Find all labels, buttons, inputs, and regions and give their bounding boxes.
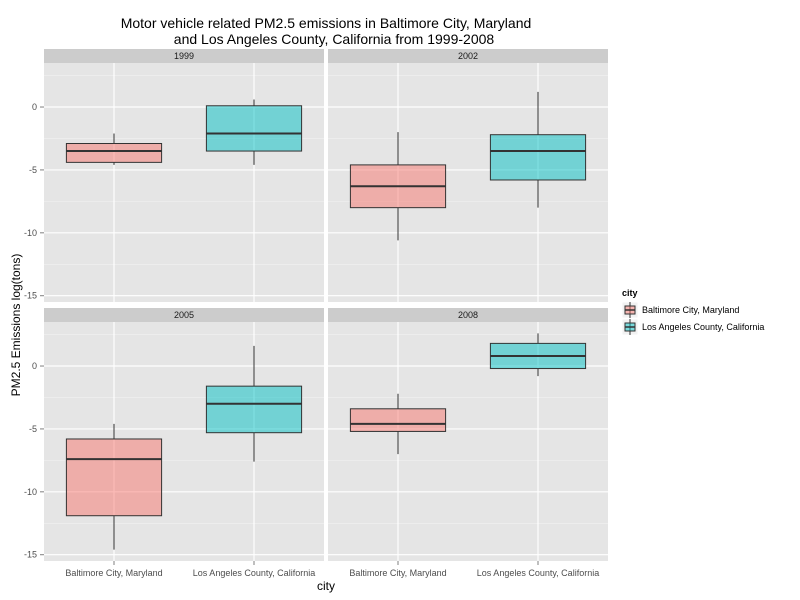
box-body (65, 438, 163, 517)
facet-panel-2008: 2008 Baltimore City, Maryland Los Angeles … (328, 308, 608, 578)
facet-panel-1999: 1999 0 -5 -10 -15 (24, 49, 324, 302)
chart-title-line-2: and Los Angeles County, California from … (174, 31, 495, 47)
x-tick-label: Baltimore City, Maryland (349, 568, 446, 578)
box-1 (205, 99, 303, 165)
legend-item: Los Angeles County, California (621, 318, 764, 336)
y-tick-label: 0 (32, 102, 37, 112)
y-tick-label: -5 (29, 165, 37, 175)
box-0 (349, 132, 447, 241)
y-tick-label: -15 (24, 291, 37, 301)
box-1 (205, 345, 303, 462)
box-body (205, 385, 303, 434)
box-body (65, 143, 163, 163)
box-0 (65, 423, 163, 550)
x-tick-label: Baltimore City, Maryland (65, 568, 162, 578)
facet-strip-label: 2005 (174, 310, 194, 320)
x-tick-label: Los Angeles County, California (477, 568, 599, 578)
y-tick-label: -10 (24, 228, 37, 238)
facet-strip (44, 49, 324, 63)
facet-panels: 1999 0 -5 -10 -15 2002 2005 0 -5 -10 -15 Baltimore … (24, 49, 608, 578)
legend-label: Los Angeles County, California (642, 322, 764, 332)
box-0 (349, 393, 447, 455)
box-1 (489, 91, 587, 208)
y-tick-label: -5 (29, 424, 37, 434)
facet-strip-label: 1999 (174, 51, 194, 61)
box-body (205, 105, 303, 152)
y-tick-label: 0 (32, 361, 37, 371)
facet-panel-2002: 2002 (328, 49, 608, 302)
y-tick-label: -10 (24, 487, 37, 497)
panel-background (44, 63, 324, 302)
box-body (489, 134, 587, 181)
facet-strip (328, 308, 608, 322)
box-0 (65, 133, 163, 165)
y-axis-title: PM2.5 Emissions log(tons) (9, 254, 23, 397)
legend-title: city (622, 288, 638, 298)
y-tick-label: -15 (24, 550, 37, 560)
legend-item: Baltimore City, Maryland (621, 301, 739, 319)
x-axis-title: city (317, 579, 335, 593)
legend-label: Baltimore City, Maryland (642, 305, 739, 315)
facet-panel-2005: 2005 0 -5 -10 -15 Baltimore City, Maryland Los… (24, 308, 324, 578)
facet-strip (328, 49, 608, 63)
facet-strip (44, 308, 324, 322)
x-tick-label: Los Angeles County, California (193, 568, 315, 578)
chart-title-line-1: Motor vehicle related PM2.5 emissions in… (121, 15, 532, 31)
box-1 (489, 333, 587, 377)
facet-strip-label: 2002 (458, 51, 478, 61)
box-body (349, 408, 447, 432)
legend: city Baltimore City, Maryland Los Angeles… (621, 288, 764, 336)
facet-strip-label: 2008 (458, 310, 478, 320)
